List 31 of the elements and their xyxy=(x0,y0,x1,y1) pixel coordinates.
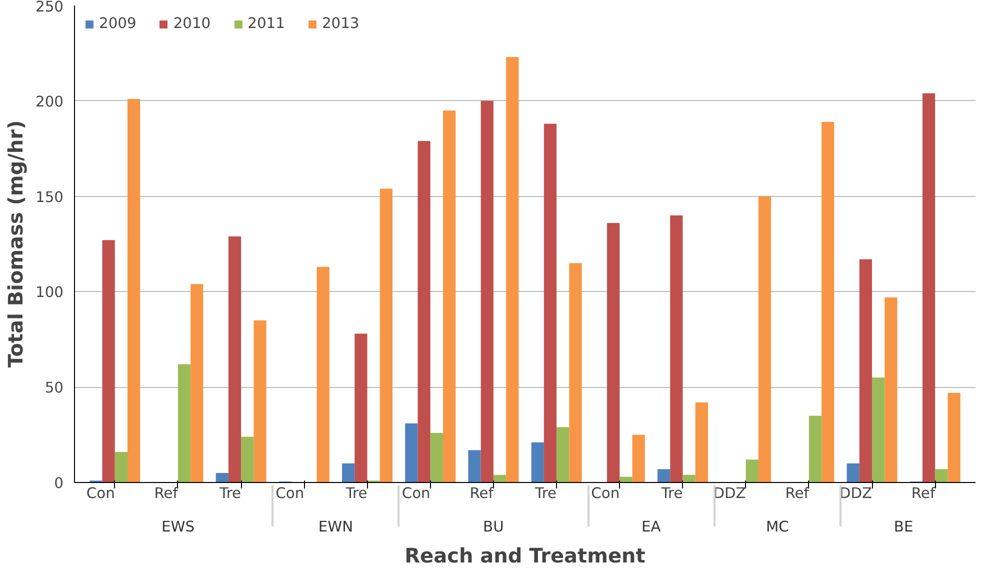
x-tick-label: Tre xyxy=(660,485,683,502)
text: BU xyxy=(483,518,504,536)
x-tick-label: Ref xyxy=(154,485,179,502)
text: EA xyxy=(642,518,661,536)
text: MC xyxy=(766,518,789,536)
y-tick-label: 250 xyxy=(36,0,64,16)
x-tick-label: Con xyxy=(402,485,430,502)
y-tick-label: 0 xyxy=(54,475,64,492)
y-tick-label: 50 xyxy=(44,380,64,397)
x-tick-label: Tre xyxy=(344,485,368,502)
y-axis-title: Total Biomass (mg/hr) xyxy=(4,120,28,368)
x-tick-label: Con xyxy=(591,485,620,502)
x-axis-title: Reach and Treatment xyxy=(404,544,646,568)
x-tick-label: Ref xyxy=(911,485,936,502)
x-tick-label: Tre xyxy=(534,485,557,502)
legend-label: 2010 xyxy=(173,15,211,32)
text: EWN xyxy=(318,518,354,536)
x-tick-label: Con xyxy=(86,485,115,502)
text: BE xyxy=(894,518,914,536)
x-tick-label: Ref xyxy=(785,485,810,502)
legend-label: 2011 xyxy=(248,15,285,32)
y-tick-label: 200 xyxy=(36,93,64,110)
y-tick-label: 150 xyxy=(36,188,64,206)
x-tick-label: Tre xyxy=(218,485,242,502)
x-tick-label: Ref xyxy=(470,485,494,502)
x-tick-label: Con xyxy=(276,485,304,502)
legend-label: 2009 xyxy=(99,15,136,32)
x-tick-label: DDZ xyxy=(839,485,872,502)
y-tick-label: 100 xyxy=(36,284,64,302)
text: EWS xyxy=(161,518,195,536)
legend-label: 2013 xyxy=(322,15,360,32)
